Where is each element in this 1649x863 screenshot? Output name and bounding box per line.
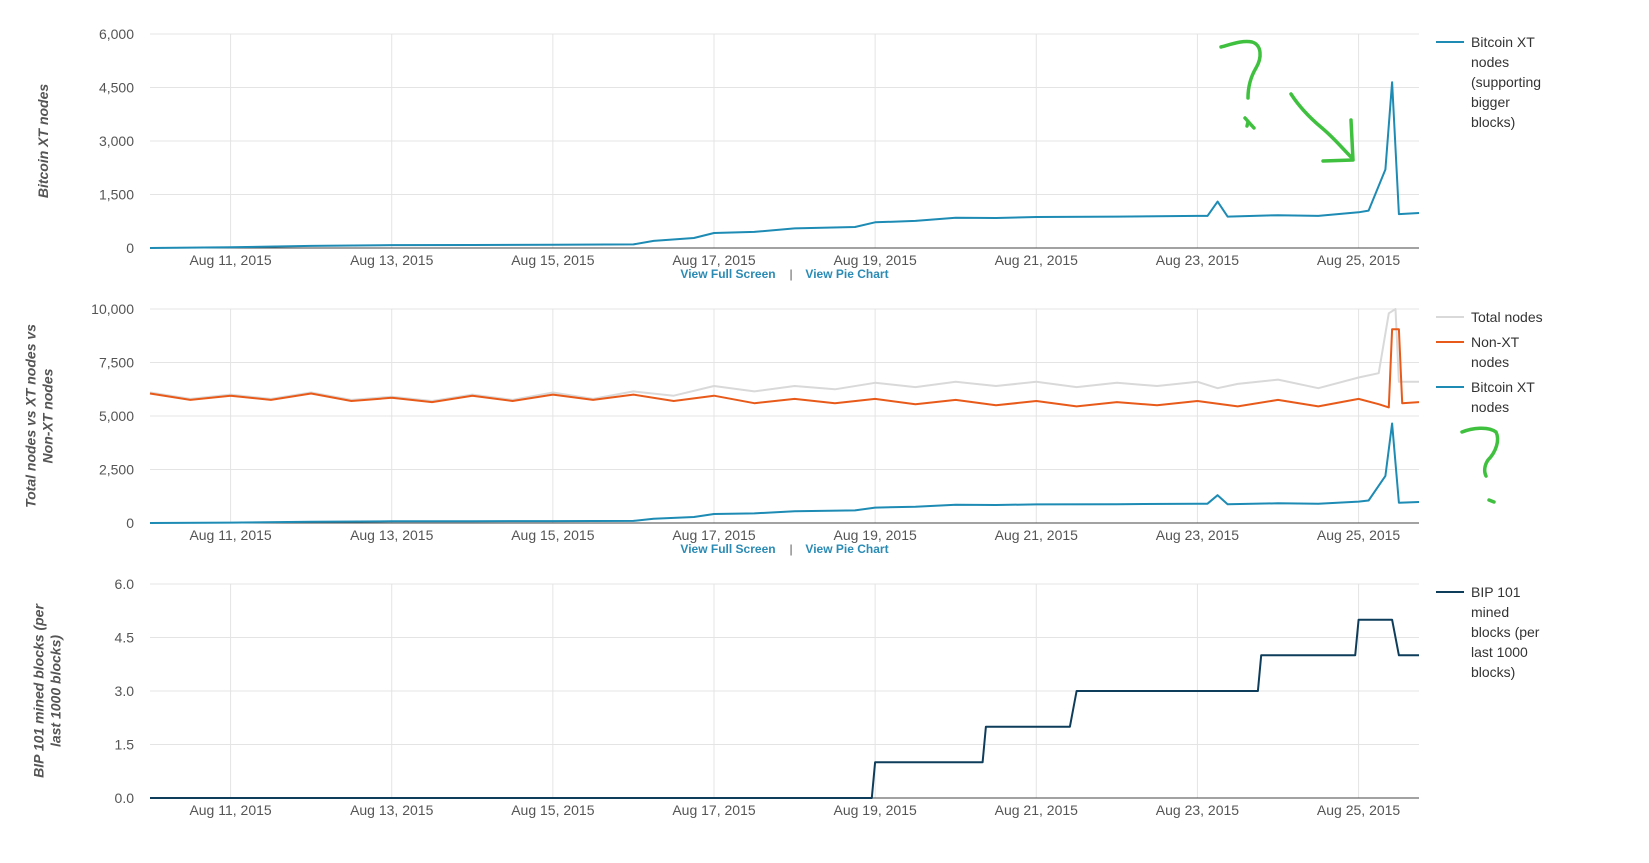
legend-label: bigger (1471, 94, 1510, 110)
legend-label: nodes (1471, 54, 1509, 70)
x-tick-label: Aug 11, 2015 (189, 802, 271, 818)
y-tick-label: 1,500 (99, 187, 134, 203)
y-tick-label: 5,000 (99, 408, 134, 424)
y-tick-label: 6,000 (99, 26, 134, 42)
arrow-shaft (1289, 92, 1354, 160)
y-axis-label: Total nodes vs XT nodes vs (23, 324, 39, 508)
x-tick-label: Aug 25, 2015 (1317, 527, 1401, 543)
legend-label: blocks) (1471, 664, 1515, 680)
legend-label: nodes (1471, 354, 1509, 370)
x-tick-label: Aug 19, 2015 (833, 527, 917, 543)
legend-item[interactable]: Bitcoin XT nodes (1436, 379, 1535, 415)
y-axis-label: BIP 101 mined blocks (per (31, 603, 47, 778)
arrow-head (1321, 118, 1355, 163)
x-tick-label: Aug 17, 2015 (672, 527, 756, 543)
question-mark-2 (1460, 426, 1500, 478)
series-line-1 (150, 618, 1419, 799)
annotations (1219, 39, 1500, 504)
x-tick-label: Aug 15, 2015 (511, 527, 595, 543)
legend-label: mined (1471, 604, 1509, 620)
x-tick-label: Aug 21, 2015 (995, 252, 1079, 268)
legend-label: nodes (1471, 399, 1509, 415)
legend-label: Total nodes (1471, 309, 1543, 325)
legend-label: blocks) (1471, 114, 1515, 130)
y-tick-label: 3.0 (115, 683, 135, 699)
view-pie-chart-link[interactable]: View Pie Chart (805, 267, 888, 281)
chart-panel-3: 6.0 4.5 3.0 1.5 0.0 Aug 11, 2015 Aug 13, 2015 A… (31, 576, 1540, 818)
legend-item[interactable]: Non-XT nodes (1436, 334, 1520, 370)
legend-label: last 1000 (1471, 644, 1528, 660)
x-tick-label: Aug 11, 2015 (189, 527, 271, 543)
y-tick-label: 4.5 (115, 630, 135, 646)
question-mark-2-dot (1487, 498, 1496, 504)
view-full-screen-link[interactable]: View Full Screen (680, 542, 775, 556)
legend-item[interactable]: Total nodes (1436, 309, 1543, 325)
chart-panel-1: 6,000 4,500 3,000 1,500 0 Aug 11, 2015 Aug 13,… (35, 26, 1541, 281)
x-tick-label: Aug 13, 2015 (350, 527, 434, 543)
x-tick-label: Aug 23, 2015 (1156, 802, 1240, 818)
x-tick-label: Aug 13, 2015 (350, 802, 434, 818)
x-tick-label: Aug 17, 2015 (672, 252, 756, 268)
link-separator: | (789, 267, 792, 281)
legend-label: Bitcoin XT (1471, 379, 1535, 395)
x-tick-label: Aug 15, 2015 (511, 252, 595, 268)
question-mark-1 (1219, 39, 1262, 100)
y-tick-label: 0 (126, 240, 134, 256)
link-separator: | (789, 542, 792, 556)
x-tick-label: Aug 17, 2015 (672, 802, 756, 818)
series-line-3 (149, 422, 1420, 524)
x-tick-label: Aug 21, 2015 (995, 527, 1079, 543)
legend-label: Non-XT (1471, 334, 1520, 350)
y-tick-label: 6.0 (115, 576, 135, 592)
x-tick-label: Aug 11, 2015 (189, 252, 271, 268)
x-tick-label: Aug 25, 2015 (1317, 252, 1401, 268)
legend-item[interactable]: BIP 101 mined blocks (per last 1000 blocks) (1436, 584, 1540, 680)
x-tick-label: Aug 23, 2015 (1156, 252, 1240, 268)
series-line-2 (149, 328, 1420, 409)
x-tick-label: Aug 25, 2015 (1317, 802, 1401, 818)
y-tick-label: 0 (126, 515, 134, 531)
legend-label: Bitcoin XT (1471, 34, 1535, 50)
x-tick-label: Aug 15, 2015 (511, 802, 595, 818)
legend-label: (supporting (1471, 74, 1541, 90)
x-tick-label: Aug 19, 2015 (833, 252, 917, 268)
legend-label: BIP 101 (1471, 584, 1521, 600)
y-axis-label: last 1000 blocks) (48, 635, 64, 747)
y-axis-label: Non-XT nodes (40, 368, 56, 463)
series-line-1 (149, 308, 1419, 402)
legend-label: blocks (per (1471, 624, 1540, 640)
y-tick-label: 2,500 (99, 462, 134, 478)
x-tick-label: Aug 21, 2015 (995, 802, 1079, 818)
legend-item[interactable]: Bitcoin XT nodes (supporting bigger blocks) (1436, 34, 1541, 130)
y-tick-label: 7,500 (99, 355, 134, 371)
question-mark-1-dot (1243, 116, 1256, 130)
series-line-1 (149, 81, 1420, 249)
y-tick-label: 10,000 (91, 301, 134, 317)
y-tick-label: 1.5 (115, 737, 135, 753)
y-tick-label: 4,500 (99, 80, 134, 96)
y-tick-label: 0.0 (115, 790, 135, 806)
x-tick-label: Aug 13, 2015 (350, 252, 434, 268)
x-tick-label: Aug 19, 2015 (833, 802, 917, 818)
x-tick-label: Aug 23, 2015 (1156, 527, 1240, 543)
y-axis-label: Bitcoin XT nodes (35, 84, 51, 199)
chart-panel-2: 10,000 7,500 5,000 2,500 0 Aug 11, 2015 Aug 13… (23, 301, 1543, 556)
view-pie-chart-link[interactable]: View Pie Chart (805, 542, 888, 556)
y-tick-label: 3,000 (99, 133, 134, 149)
view-full-screen-link[interactable]: View Full Screen (680, 267, 775, 281)
